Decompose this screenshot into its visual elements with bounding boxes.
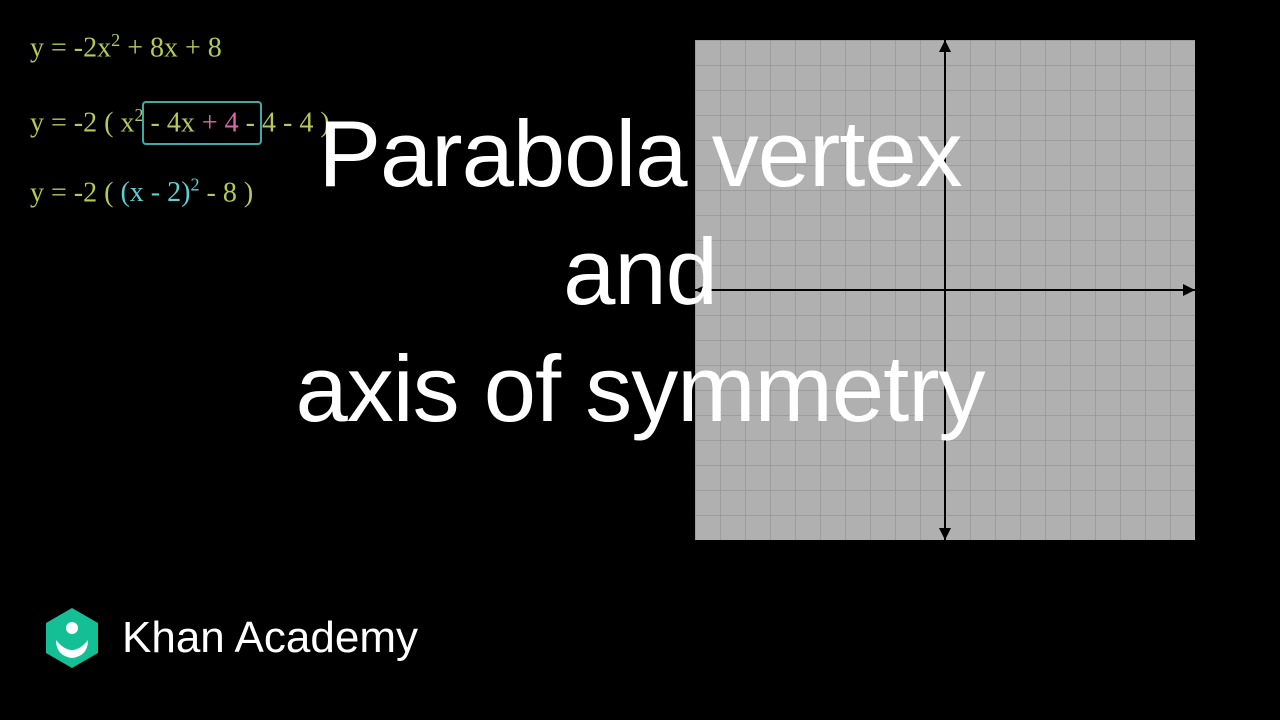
title-line-3: axis of symmetry bbox=[0, 330, 1280, 448]
logo-hexagon-icon bbox=[40, 606, 104, 670]
logo-brand-text: Khan Academy bbox=[122, 613, 418, 663]
equation-1: y = -2x2 + 8x + 8 bbox=[30, 30, 330, 65]
title-line-2: and bbox=[0, 213, 1280, 331]
video-title: Parabola vertex and axis of symmetry bbox=[0, 95, 1280, 448]
khan-academy-logo: Khan Academy bbox=[40, 606, 418, 670]
title-line-1: Parabola vertex bbox=[0, 95, 1280, 213]
